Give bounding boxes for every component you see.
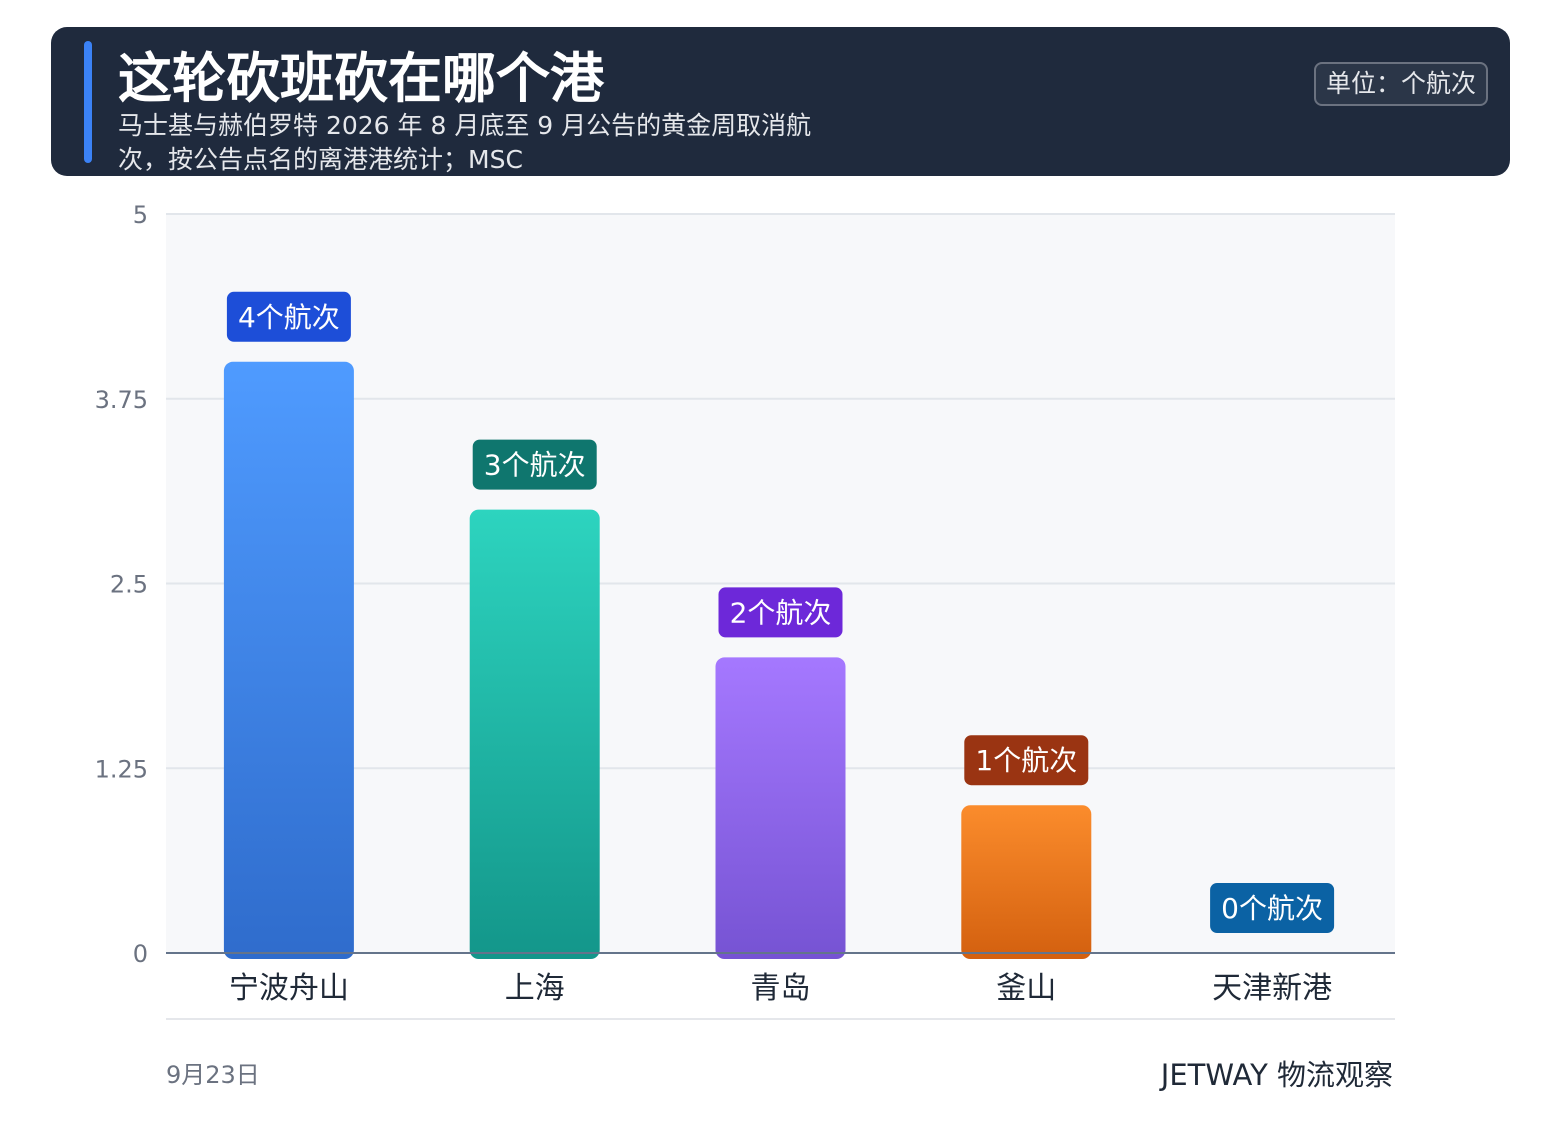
- y-tick-label: 2.5: [110, 571, 148, 599]
- data-label: 4个航次: [226, 291, 351, 342]
- data-label: 0个航次: [1210, 883, 1335, 933]
- bar: [223, 361, 354, 959]
- x-tick-label: 上海: [505, 971, 565, 1006]
- x-tick-label: 青岛: [751, 971, 811, 1006]
- data-label-text: 4个航次: [238, 301, 340, 334]
- chart-subtitle: 马士基与赫伯罗特 2026 年 8 月底至 9 月公告的黄金周取消航次，按公告点…: [118, 111, 812, 174]
- x-tick-label: 釜山: [996, 971, 1056, 1006]
- data-label-text: 0个航次: [1221, 892, 1323, 925]
- data-label-text: 2个航次: [730, 596, 832, 629]
- y-tick-label: 0: [133, 940, 148, 968]
- data-label: 1个航次: [964, 735, 1089, 786]
- unit-badge: 单位：个航次: [1313, 62, 1488, 106]
- bar: [715, 657, 846, 959]
- header-banner: 这轮砍班砍在哪个港 马士基与赫伯罗特 2026 年 8 月底至 9 月公告的黄金…: [51, 27, 1510, 176]
- x-tick-label: 宁波舟山: [229, 971, 349, 1006]
- bar: [469, 509, 600, 959]
- header-accent-bar: [84, 41, 92, 163]
- footer-brand: JETWAY 物流观察: [1160, 1058, 1393, 1092]
- y-tick-label: 1.25: [95, 755, 148, 783]
- bar: [961, 805, 1092, 959]
- data-label-text: 3个航次: [484, 449, 586, 482]
- chart-title: 这轮砍班砍在哪个港: [118, 47, 604, 110]
- data-label: 2个航次: [718, 587, 843, 638]
- y-tick-label: 3.75: [95, 386, 148, 414]
- footer-date: 9月23日: [166, 1061, 260, 1089]
- data-label-text: 1个航次: [975, 744, 1077, 777]
- data-label: 3个航次: [472, 439, 597, 490]
- y-tick-label: 5: [133, 201, 148, 229]
- x-tick-label: 天津新港: [1212, 971, 1332, 1006]
